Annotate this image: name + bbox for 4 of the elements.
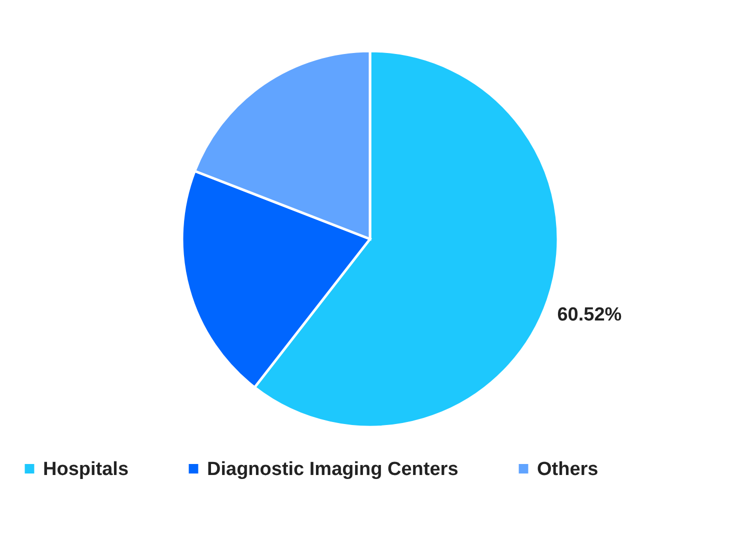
legend-label: Hospitals <box>43 458 129 480</box>
legend-label: Others <box>537 458 598 480</box>
data-label: 60.52% <box>557 304 622 326</box>
legend-label: Diagnostic Imaging Centers <box>207 458 458 480</box>
